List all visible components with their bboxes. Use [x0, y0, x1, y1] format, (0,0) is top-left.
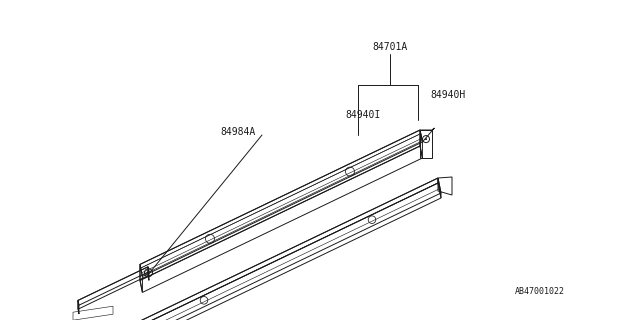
Circle shape	[147, 271, 150, 274]
Text: 84984A: 84984A	[220, 127, 255, 137]
Text: 84701A: 84701A	[372, 42, 408, 52]
Text: AB47001022: AB47001022	[515, 287, 565, 297]
Circle shape	[425, 138, 427, 140]
Text: 84940I: 84940I	[345, 110, 380, 120]
Text: 84940H: 84940H	[430, 90, 465, 100]
